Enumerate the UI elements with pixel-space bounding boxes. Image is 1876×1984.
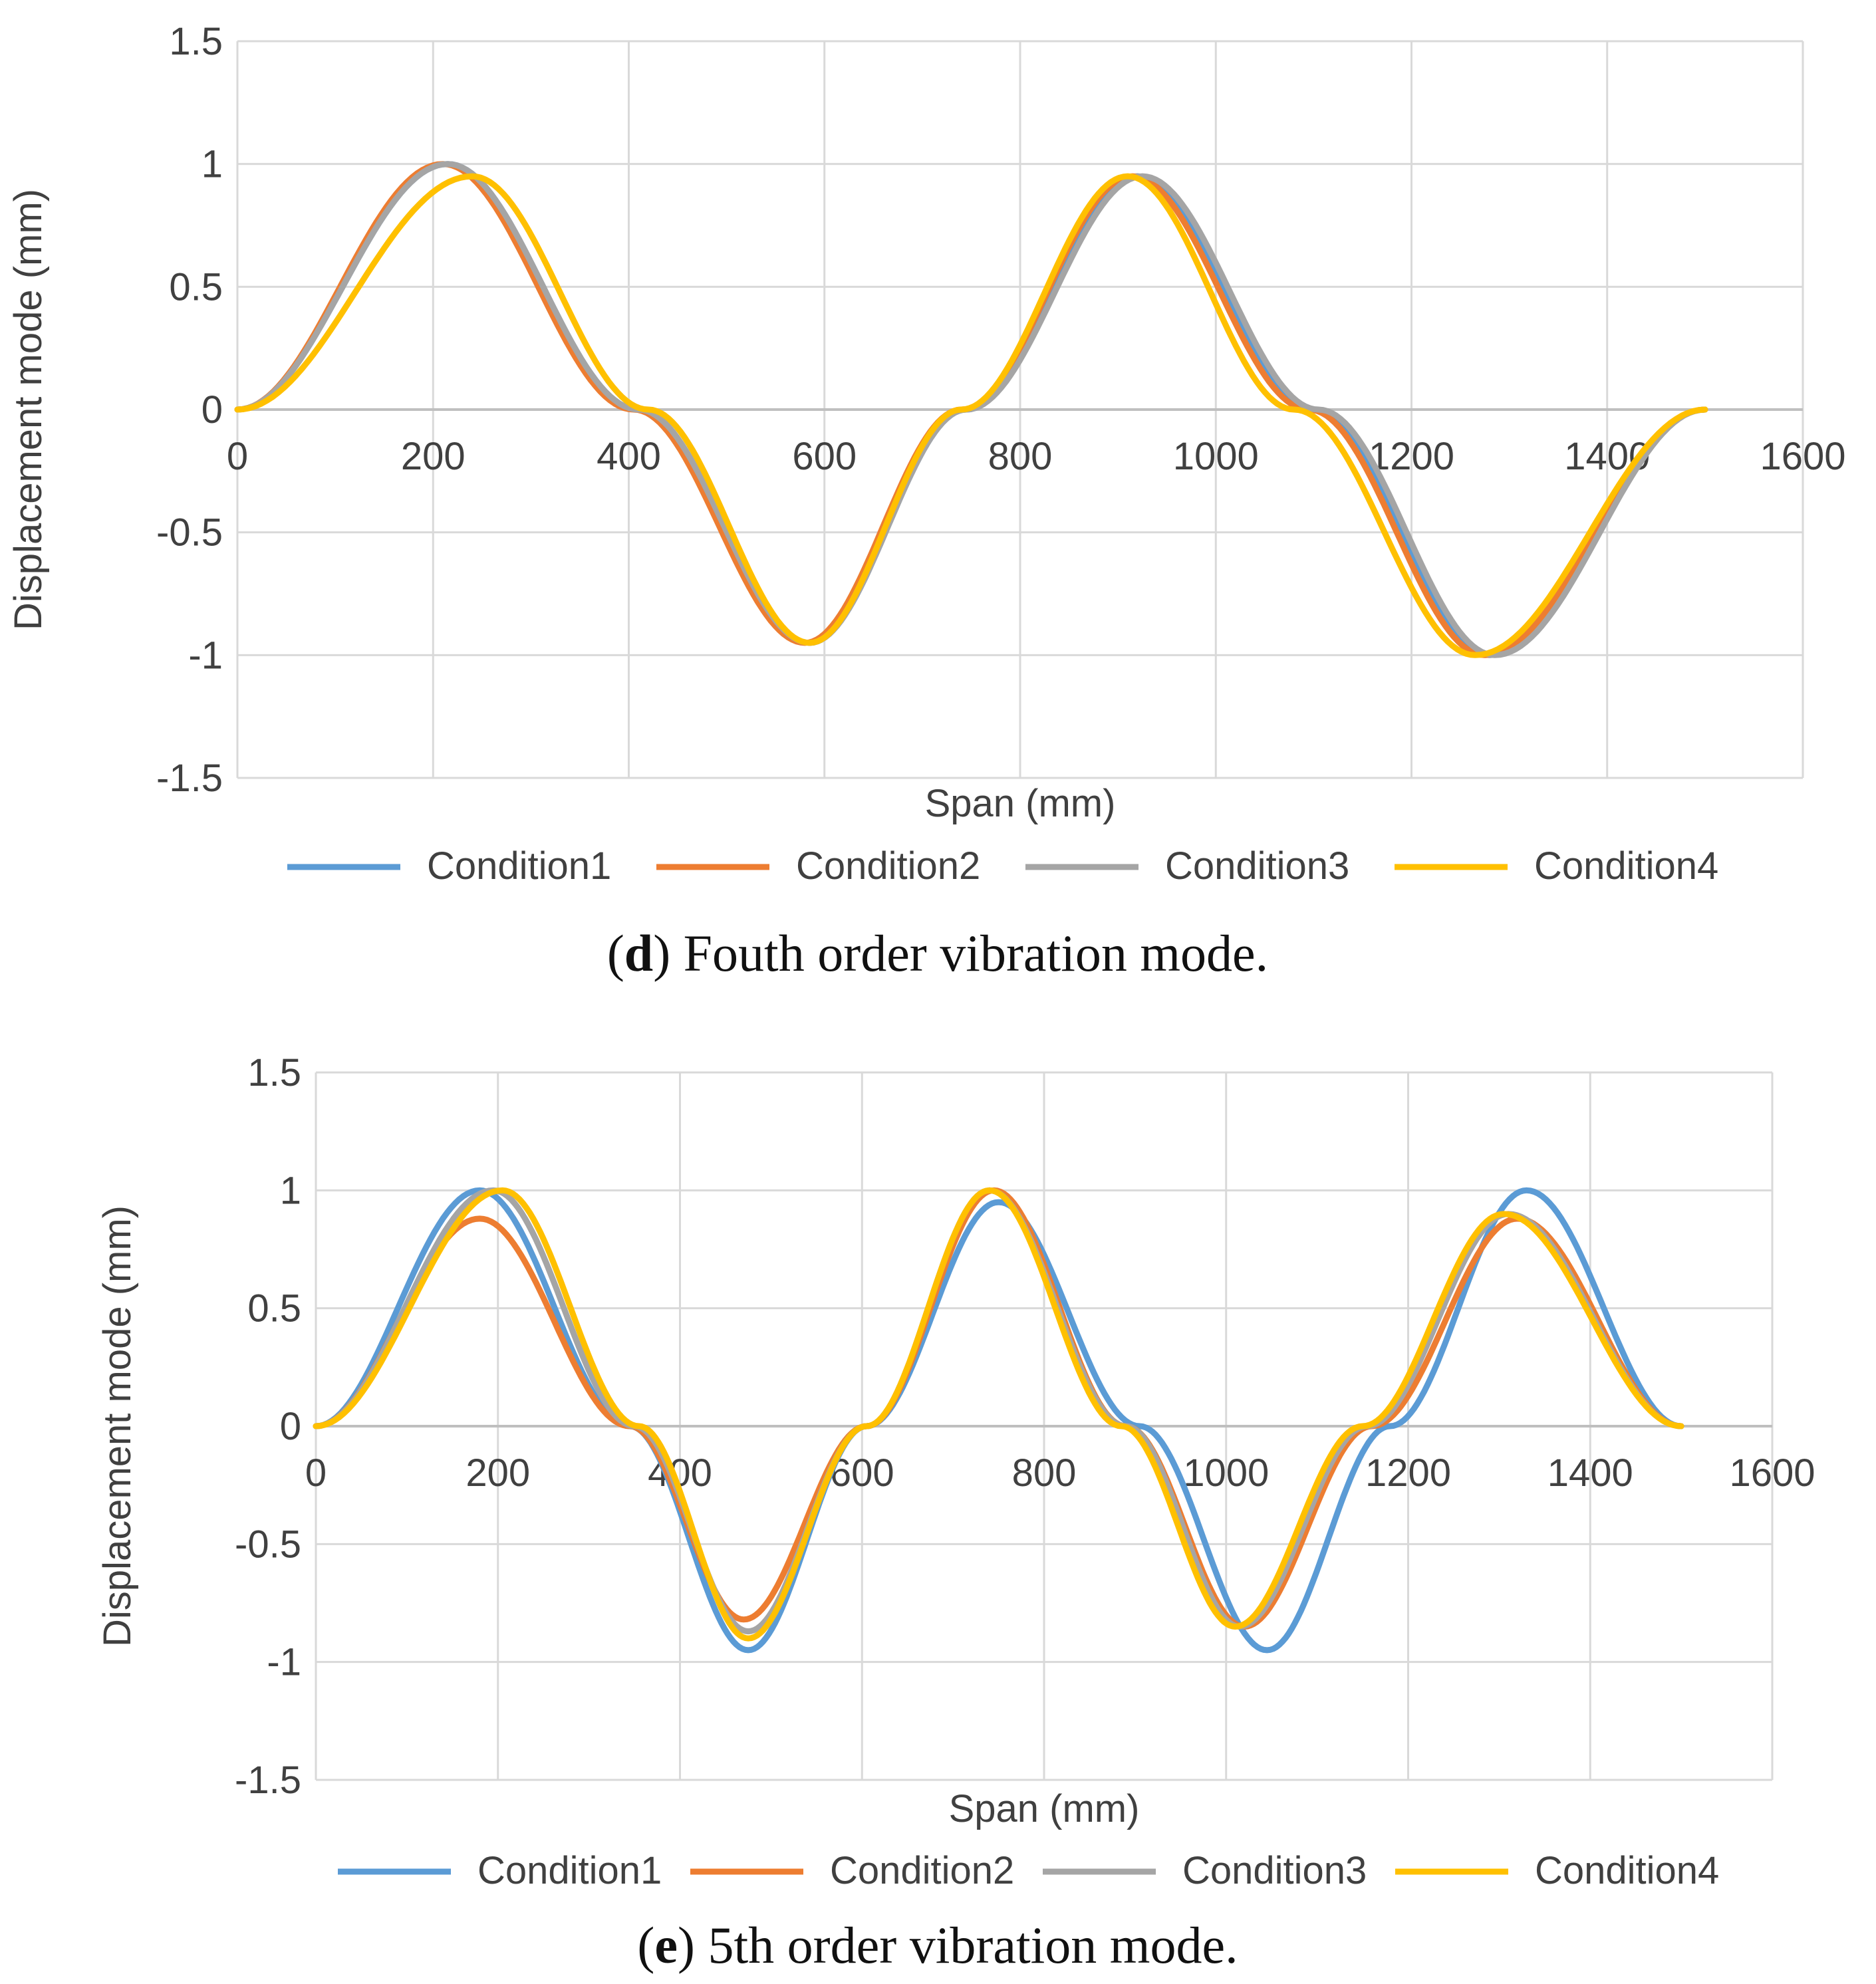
x-tick-label: 200 (466, 1451, 530, 1495)
series-line-condition4 (313, 1187, 1684, 1642)
gridlines (236, 40, 1804, 779)
legend-label-condition3: Condition3 (1182, 1849, 1367, 1892)
caption-paren-open: ( (607, 924, 624, 982)
y-axis-label: Displacement mode (mm) (96, 1205, 139, 1647)
y-tick-label: 1.5 (169, 20, 223, 63)
x-tick-label: 800 (988, 435, 1053, 478)
legend: Condition1 Condition2 Condition3 Condition4 (287, 844, 1718, 888)
x-tick-label: 0 (305, 1451, 327, 1495)
x-axis-label: Span (mm) (949, 1787, 1140, 1830)
chart-d: 1.510.50-0.5-1-1.50 200 400 600 800 1000 1200 1… (7, 20, 1846, 982)
legend: Condition1 Condition2 Condition3 Condition4 (338, 1849, 1719, 1892)
y-tick-label: -1 (188, 634, 223, 677)
y-tick-label: -1.5 (156, 757, 223, 800)
gridlines (315, 1071, 1774, 1781)
x-tick-label: 200 (401, 435, 466, 478)
caption-text: ) 5th order vibration mode. (678, 1916, 1238, 1974)
y-axis-label: Displacement mode (mm) (7, 189, 50, 630)
legend-label-condition2: Condition2 (830, 1849, 1014, 1892)
x-tick-label: 1200 (1369, 435, 1454, 478)
x-tick-label: 1000 (1173, 435, 1259, 478)
caption-text: ) Fouth order vibration mode. (653, 924, 1268, 982)
series-line-condition1 (313, 1187, 1684, 1654)
caption-paren-open: ( (637, 1916, 654, 1974)
y-tick-label: 1.5 (247, 1051, 301, 1094)
x-tick-label: 600 (792, 435, 857, 478)
x-tick-label: 1600 (1760, 435, 1845, 478)
x-tick-label: 400 (597, 435, 661, 478)
y-tick-label: -1.5 (235, 1759, 301, 1802)
x-tick-label: 0 (227, 435, 248, 478)
figure-caption: (d) Fouth order vibration mode. (607, 924, 1268, 982)
y-tick-label: -1 (267, 1641, 301, 1684)
legend-label-condition4: Condition4 (1535, 1849, 1719, 1892)
legend-label-condition1: Condition1 (427, 844, 611, 888)
chart-e: 1.510.50-0.5-1-1.50 200 400 600 800 1000 1200 1… (96, 1051, 1815, 1974)
x-tick-label: 1400 (1547, 1451, 1633, 1495)
x-axis-label: Span (mm) (925, 782, 1116, 825)
x-tick-label: 1200 (1365, 1451, 1451, 1495)
y-tick-label: 0.5 (169, 265, 223, 309)
y-tick-label: -0.5 (156, 511, 223, 555)
y-tick-label: 1 (280, 1169, 301, 1212)
series-line-condition4 (234, 173, 1708, 658)
x-tick-label: 1000 (1183, 1451, 1269, 1495)
caption-letter: e (654, 1916, 678, 1974)
y-tick-label: 0 (201, 388, 223, 432)
x-tick-label: 800 (1012, 1451, 1077, 1495)
legend-label-condition3: Condition3 (1165, 844, 1349, 888)
caption-letter: d (624, 924, 653, 982)
x-tick-label: 600 (830, 1451, 894, 1495)
y-tick-label: -0.5 (235, 1523, 301, 1566)
y-tick-label: 0 (280, 1405, 301, 1448)
x-tick-label: 1600 (1729, 1451, 1815, 1495)
legend-label-condition2: Condition2 (796, 844, 980, 888)
series-line-condition2 (313, 1187, 1684, 1630)
figure-caption: (e) 5th order vibration mode. (637, 1916, 1238, 1974)
y-tick-label: 1 (201, 143, 223, 186)
legend-label-condition4: Condition4 (1534, 844, 1718, 888)
legend-label-condition1: Condition1 (477, 1849, 662, 1892)
y-tick-label: 0.5 (247, 1287, 301, 1330)
